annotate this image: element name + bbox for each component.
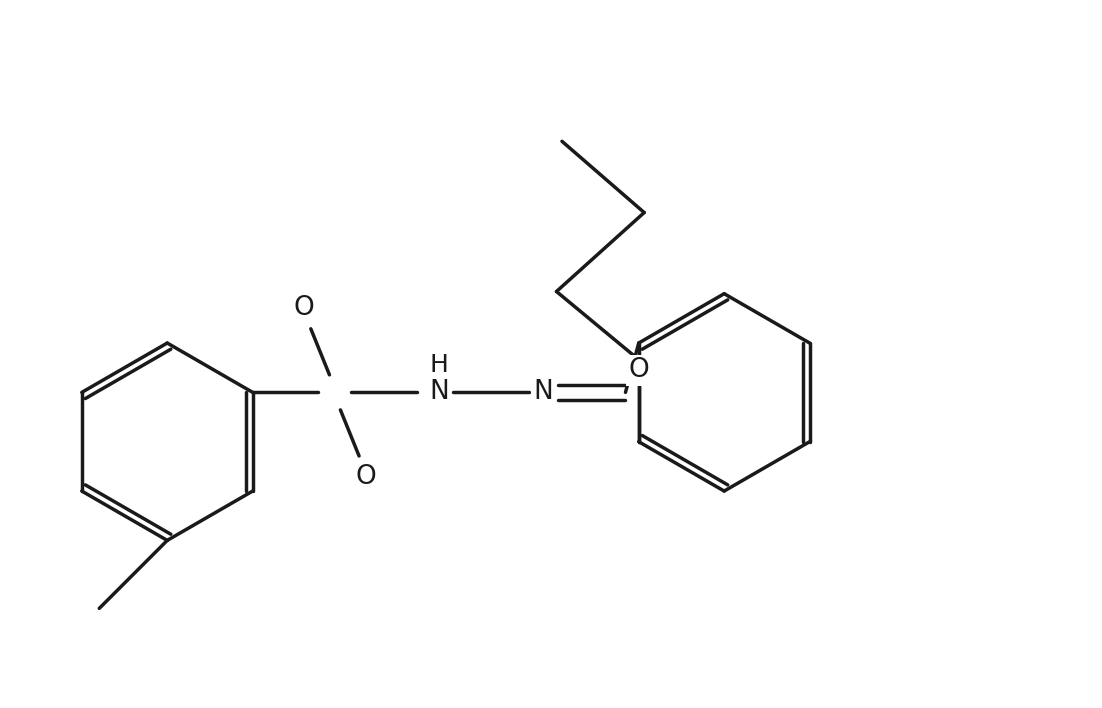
Text: O: O	[294, 295, 314, 321]
Text: O: O	[355, 464, 376, 490]
Text: N: N	[429, 379, 449, 406]
Text: H: H	[430, 353, 449, 377]
Text: N: N	[533, 379, 553, 406]
Text: O: O	[628, 358, 649, 384]
